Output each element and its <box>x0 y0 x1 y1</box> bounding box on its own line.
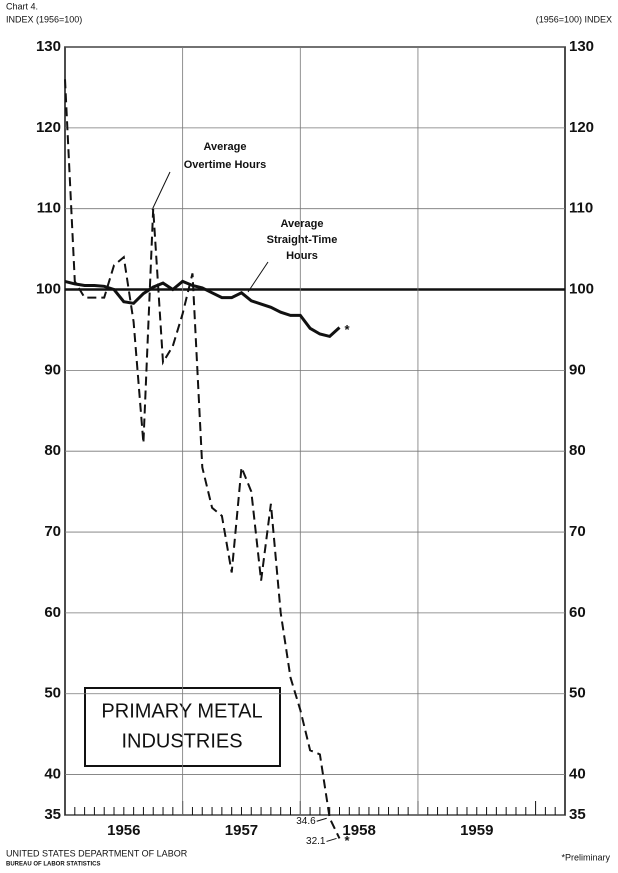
x-tick-label: 1957 <box>225 822 258 839</box>
source: UNITED STATES DEPARTMENT OF LABOR <box>6 848 188 858</box>
series-line <box>64 279 341 339</box>
y-tick-label: 40 <box>44 766 61 783</box>
y2-tick-label: 110 <box>569 200 593 217</box>
preliminary-mark: * <box>345 322 351 337</box>
footnote: *Preliminary <box>561 852 610 862</box>
source: BUREAU OF LABOR STATISTICS <box>6 862 100 868</box>
y-tick-label: 70 <box>44 523 61 540</box>
series-label: Overtime Hours <box>184 159 267 171</box>
series-label: Hours <box>286 250 318 262</box>
title-line: PRIMARY METAL <box>101 700 262 722</box>
series-label: Average <box>203 141 246 153</box>
chart-label: Chart 4. <box>6 1 38 11</box>
x-tick-label: 1959 <box>460 822 493 839</box>
left-axis-label: INDEX (1956=100) <box>6 14 82 24</box>
annotation-arrow <box>151 171 171 211</box>
value-label-arrow <box>326 837 337 842</box>
annotation-arrow <box>247 261 269 293</box>
y2-tick-label: 130 <box>569 38 594 55</box>
x-tick-label: 1958 <box>342 822 375 839</box>
value-label: 34.6 <box>296 816 316 827</box>
series-line <box>64 79 341 839</box>
series-label: Straight-Time <box>267 234 338 246</box>
title-line: INDUSTRIES <box>121 730 242 752</box>
preliminary-mark: * <box>345 833 351 848</box>
y2-tick-label: 35 <box>569 806 586 823</box>
y-tick-label: 90 <box>44 361 61 378</box>
y-tick-label: 110 <box>37 200 61 217</box>
y2-tick-label: 50 <box>569 685 586 702</box>
x-tick-label: 1956 <box>107 822 140 839</box>
y-tick-label: 130 <box>36 38 61 55</box>
y2-tick-label: 70 <box>569 523 586 540</box>
y2-tick-label: 60 <box>569 604 586 621</box>
y-tick-label: 100 <box>36 280 61 297</box>
y2-tick-label: 120 <box>569 119 594 136</box>
y2-tick-label: 90 <box>569 361 586 378</box>
y-tick-label: 60 <box>44 604 61 621</box>
value-label: 32.1 <box>306 836 326 847</box>
y-tick-label: 80 <box>44 442 61 459</box>
y-tick-label: 120 <box>36 119 61 136</box>
y2-tick-label: 80 <box>569 442 586 459</box>
right-axis-label: (1956=100) INDEX <box>536 14 612 24</box>
y2-tick-label: 100 <box>569 280 594 297</box>
series-label: Average <box>280 218 323 230</box>
y-tick-label: 50 <box>44 685 61 702</box>
value-label-arrow <box>316 817 327 822</box>
y2-tick-label: 40 <box>569 766 586 783</box>
y-tick-label: 35 <box>44 806 61 823</box>
